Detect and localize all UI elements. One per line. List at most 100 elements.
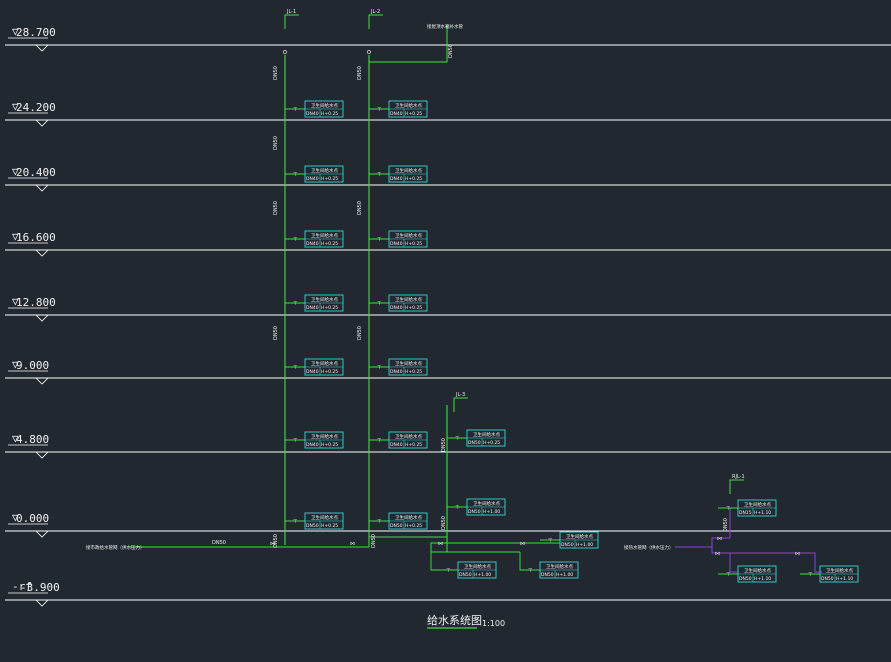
valve-icon: ⋈ <box>717 536 722 542</box>
valve-icon: ⊤ <box>377 438 381 444</box>
riser-size: DN50 <box>273 534 279 548</box>
valve-icon: ⊤ <box>377 301 381 307</box>
valve-icon: ⊤ <box>377 365 381 371</box>
fixture-elevation: H+0.25 <box>321 111 338 117</box>
fixture-name: 卫生间给水点 <box>744 567 771 574</box>
roof-pipe-size: DN50 <box>448 44 454 58</box>
riser-size: DN50 <box>441 438 447 452</box>
level-marker-icon <box>35 44 49 52</box>
valve-icon: ⊤ <box>446 568 450 574</box>
valve-icon: ⊤ <box>808 572 812 578</box>
fixture-elevation: H+0.25 <box>321 305 338 311</box>
valve-icon: ⊤ <box>455 436 459 442</box>
fixture-pipe-size: DN15 <box>739 510 752 516</box>
fixture-elevation: H+0.25 <box>405 523 422 529</box>
fixture-pipe-size: DN50 <box>468 509 481 515</box>
fixture-name: 卫生间给水点 <box>395 232 422 239</box>
riser-size: DN50 <box>357 201 363 215</box>
valve-icon: ⊤ <box>528 568 532 574</box>
riser-tag: JL-3 <box>455 392 465 398</box>
level-label: 28.700 <box>16 26 56 39</box>
fixture-pipe-size: DN40 <box>306 305 319 311</box>
fixture-elevation: H+1.00 <box>576 542 593 548</box>
level-marker-icon <box>35 377 49 385</box>
level-prefix: ▽ <box>12 230 19 243</box>
valve-icon: ⊤ <box>548 538 552 544</box>
level-prefix: -rf <box>12 580 32 593</box>
roof-note: 接屋顶水箱补水管 <box>427 23 463 30</box>
fixture-elevation: H+0.25 <box>321 442 338 448</box>
fixture-elevation: H+1.00 <box>556 572 573 578</box>
valve-icon: ⊤ <box>293 365 297 371</box>
fixture-elevation: H+0.25 <box>405 111 422 117</box>
fixture-pipe-size: DN40 <box>390 241 403 247</box>
fixture-name: 卫生间给水点 <box>311 296 338 303</box>
valve-icon: ⊤ <box>726 506 730 512</box>
fixture-name: 卫生间给水点 <box>464 563 491 570</box>
riser-size: DN50 <box>273 66 279 80</box>
fixture-elevation: H+1.00 <box>483 509 500 515</box>
fixture-name: 卫生间给水点 <box>395 296 422 303</box>
valve-icon: ⊤ <box>377 237 381 243</box>
roof-pipe <box>369 25 448 63</box>
fixture-pipe-size: DN40 <box>306 241 319 247</box>
riser-size: DN50 <box>371 534 377 548</box>
level-marker-icon <box>35 314 49 322</box>
fixture-elevation: H+0.25 <box>321 523 338 529</box>
valve-icon: ⋈ <box>715 551 720 557</box>
fixture-pipe-size: DN50 <box>739 576 752 582</box>
valve-icon: ⊤ <box>293 172 297 178</box>
fixture-pipe-size: DN40 <box>306 176 319 182</box>
fixture-name: 卫生间给水点 <box>311 360 338 367</box>
fixture-elevation: H+0.25 <box>405 369 422 375</box>
fixture-name: 卫生间给水点 <box>395 102 422 109</box>
fixture-name: 卫生间给水点 <box>311 102 338 109</box>
level-label: 12.800 <box>16 296 56 309</box>
valve-icon: ⋈ <box>438 541 443 547</box>
fixture-name: 卫生间给水点 <box>311 514 338 521</box>
riser-tag-leader <box>284 14 299 29</box>
level-marker-icon <box>35 184 49 192</box>
fixture-name: 卫生间给水点 <box>395 360 422 367</box>
drawing-title: 给水系统图 <box>427 614 482 627</box>
valve-icon: ⊤ <box>377 107 381 113</box>
fixture-name: 卫生间给水点 <box>311 433 338 440</box>
fixture-name: 卫生间给水点 <box>311 167 338 174</box>
level-marker-icon <box>35 530 49 538</box>
fixture-name: 卫生间给水点 <box>473 500 500 507</box>
level-label: 0.000 <box>16 512 49 525</box>
valve-icon: ⋈ <box>795 551 800 557</box>
fixture-elevation: H+1.10 <box>754 576 771 582</box>
riser-tag-leader <box>368 14 383 29</box>
fixture-pipe-size: DN50 <box>541 572 554 578</box>
level-prefix: ▽ <box>12 432 19 445</box>
level-marker-icon <box>35 119 49 127</box>
fixture-elevation: H+1.00 <box>474 572 491 578</box>
level-label: 16.600 <box>16 231 56 244</box>
level-prefix: ▽ <box>12 295 19 308</box>
fixture-pipe-size: DN50 <box>390 523 403 529</box>
fixture-name: 卫生间给水点 <box>546 563 573 570</box>
riser-tag-leader <box>453 397 468 412</box>
fixture-pipe-size: DN40 <box>306 442 319 448</box>
fixture-pipe-size: DN40 <box>306 111 319 117</box>
main-pipe <box>368 536 447 547</box>
fixture-name: 卫生间给水点 <box>566 533 593 540</box>
riser-tag: RJL-1 <box>732 474 745 480</box>
riser-size: DN50 <box>357 66 363 80</box>
main-pipe <box>430 537 560 553</box>
riser-size: DN50 <box>441 516 447 530</box>
level-prefix: ▽ <box>12 25 19 38</box>
fixture-pipe-size: DN50 <box>468 440 481 446</box>
fixture-name: 卫生间给水点 <box>395 514 422 521</box>
drawing-scale: 1:100 <box>482 619 505 628</box>
fixture-elevation: H+0.25 <box>405 305 422 311</box>
fixture-elevation: H+0.25 <box>321 369 338 375</box>
fixture-pipe-size: DN50 <box>821 576 834 582</box>
fixture-pipe-size: DN40 <box>390 176 403 182</box>
level-label: 9.000 <box>16 359 49 372</box>
valve-icon: ⊤ <box>726 572 730 578</box>
level-marker-icon <box>35 451 49 459</box>
fixture-pipe-size: DN40 <box>390 369 403 375</box>
